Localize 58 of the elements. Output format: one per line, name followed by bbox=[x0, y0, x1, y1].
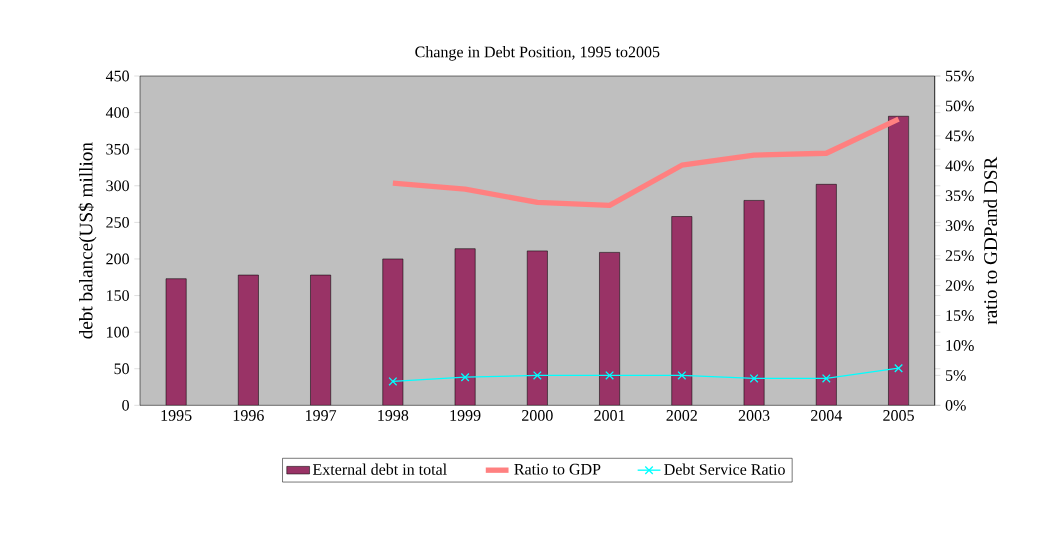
y-tick-label: 100 bbox=[107, 326, 129, 338]
point bbox=[894, 363, 903, 373]
x-tick-label: 1998 bbox=[378, 410, 409, 421]
y-tick-label: 200 bbox=[106, 253, 129, 265]
y2-tick-label: 20% bbox=[945, 280, 974, 291]
y-tick-label: 0 bbox=[122, 399, 129, 411]
y2-tick-label: 45% bbox=[945, 130, 974, 142]
y2-axis-title: ratio to GDPand DSR bbox=[983, 156, 998, 325]
x-tick-label: 1999 bbox=[450, 410, 481, 421]
point bbox=[749, 373, 759, 383]
point bbox=[605, 370, 615, 380]
point bbox=[821, 373, 831, 383]
y-tick-label: 50 bbox=[114, 363, 129, 375]
x-tick-label: 2005 bbox=[883, 410, 914, 421]
y-tick-label: 400 bbox=[105, 107, 129, 118]
y-tick-label: 300 bbox=[106, 180, 129, 192]
x-tick-label: 1995 bbox=[161, 410, 192, 421]
x-tick-label: 2004 bbox=[811, 410, 843, 421]
y-axis-title: debt balance(US$ million bbox=[78, 142, 97, 339]
legend-label: Ratio to GDP bbox=[514, 463, 601, 475]
y2-tick-label: 15% bbox=[946, 310, 974, 321]
y-tick-label: 150 bbox=[107, 290, 129, 301]
x-tick-label: 2003 bbox=[738, 410, 770, 421]
y2-tick-label: 55% bbox=[946, 70, 974, 82]
bar bbox=[310, 274, 331, 406]
x-tick-label: 2000 bbox=[522, 410, 553, 421]
bar bbox=[526, 250, 548, 406]
y2-tick-label: 5% bbox=[946, 369, 966, 381]
bar bbox=[671, 216, 693, 406]
point bbox=[677, 370, 687, 380]
x-tick-label: 1997 bbox=[306, 410, 337, 421]
x-tick-label: 2001 bbox=[594, 410, 625, 421]
y2-tick-label: 25% bbox=[945, 250, 974, 262]
bar bbox=[888, 115, 909, 406]
y2-tick-label: 0% bbox=[945, 399, 966, 411]
bar bbox=[382, 258, 404, 406]
chart-title: Change in Debt Position, 1995 to2005 bbox=[415, 46, 660, 61]
point bbox=[388, 376, 398, 386]
y2-tick-label: 30% bbox=[945, 220, 974, 232]
y-tick-label: 350 bbox=[106, 143, 129, 155]
point bbox=[532, 370, 542, 380]
bar bbox=[815, 184, 837, 406]
y2-tick-label: 35% bbox=[945, 190, 974, 202]
y2-tick-label: 40% bbox=[945, 160, 974, 172]
y2-tick-label: 50% bbox=[946, 100, 974, 112]
x-tick-label: 2002 bbox=[666, 410, 697, 421]
legend-label: External debt in total bbox=[312, 463, 447, 475]
bar bbox=[599, 252, 620, 406]
y-tick-label: 450 bbox=[105, 70, 129, 82]
y-tick-label: 250 bbox=[106, 216, 129, 228]
bar bbox=[237, 274, 259, 406]
x-tick-label: 1996 bbox=[233, 410, 264, 421]
legend-label: Debt Service Ratio bbox=[664, 463, 785, 475]
bar bbox=[165, 278, 187, 406]
point bbox=[460, 372, 470, 382]
y2-tick-label: 10% bbox=[946, 340, 974, 351]
bar bbox=[743, 200, 765, 406]
bar bbox=[454, 248, 476, 406]
